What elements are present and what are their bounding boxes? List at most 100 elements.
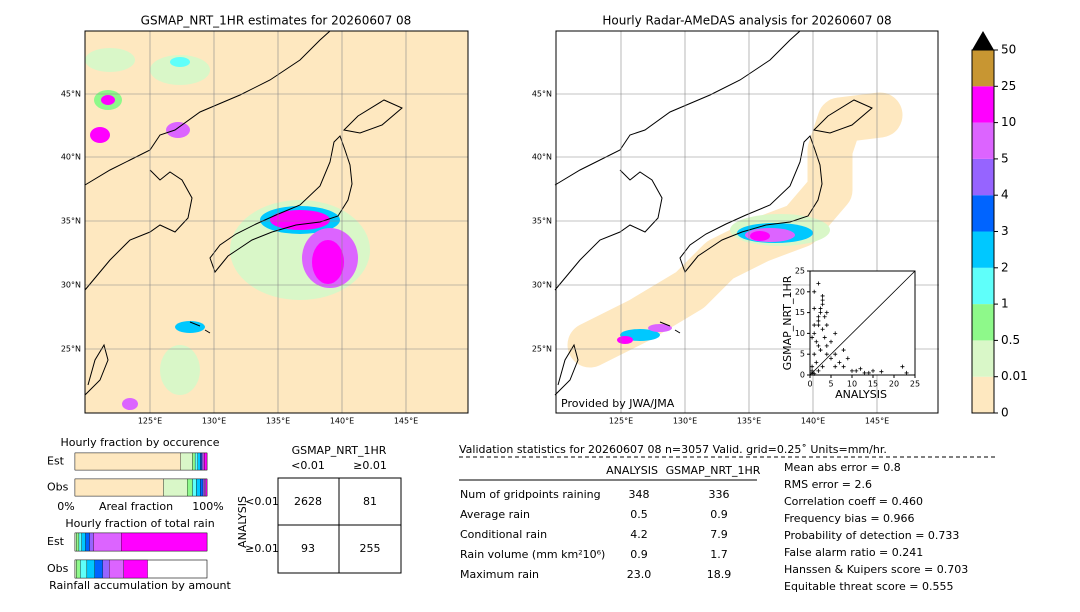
scatter-point bbox=[822, 335, 827, 340]
bar-segment bbox=[74, 532, 77, 552]
cell: 255 bbox=[360, 542, 381, 555]
scatter-point bbox=[833, 352, 838, 357]
bar-segment bbox=[109, 559, 124, 579]
score: RMS error = 2.6 bbox=[784, 478, 872, 491]
colorbar-label: 10 bbox=[1001, 115, 1016, 129]
scatter-point bbox=[879, 369, 884, 374]
scatter-point bbox=[816, 323, 821, 328]
scatter-point bbox=[866, 370, 871, 375]
lon-label: 140°E bbox=[330, 417, 354, 426]
scatter-point bbox=[854, 368, 859, 373]
lon-label: 140°E bbox=[801, 417, 825, 426]
scatter-point bbox=[816, 281, 821, 286]
row-header: ≥0.01 bbox=[245, 542, 279, 555]
scatter-point bbox=[837, 360, 842, 365]
contingency-table: GSMAP_NRT_1HR <0.01 ≥0.01 ANALYSIS <0.01… bbox=[236, 444, 402, 574]
bar-segment bbox=[202, 452, 205, 471]
rain-field bbox=[567, 92, 903, 368]
bar-segment bbox=[76, 532, 80, 552]
scatter-point bbox=[818, 306, 823, 311]
map-credit: Provided by JWA/JMA bbox=[561, 397, 675, 410]
scatter-point bbox=[841, 364, 846, 369]
y-tick-label: 20 bbox=[795, 287, 805, 296]
scatter-point bbox=[833, 331, 838, 336]
scatter-point bbox=[850, 368, 854, 373]
x-tick-label: 20 bbox=[889, 380, 899, 389]
colorbar-label: 25 bbox=[1001, 79, 1016, 93]
scatter-point bbox=[816, 368, 821, 373]
colorbar-segment bbox=[972, 231, 994, 268]
lon-label: 135°E bbox=[737, 417, 761, 426]
scatter-point bbox=[833, 364, 838, 369]
scatter-point bbox=[816, 343, 821, 348]
score: Correlation coeff = 0.460 bbox=[784, 495, 923, 508]
bar-segment bbox=[192, 478, 197, 497]
colorbar-label: 2 bbox=[1001, 260, 1009, 274]
scatter-point bbox=[862, 370, 867, 375]
scatter-point bbox=[829, 339, 833, 344]
score: Probability of detection = 0.733 bbox=[784, 529, 959, 542]
scatter-point bbox=[824, 343, 829, 348]
cell: 93 bbox=[301, 542, 315, 555]
row-label: Maximum rain bbox=[460, 568, 539, 581]
colorbar-label: 5 bbox=[1001, 151, 1009, 165]
chart-title: Hourly fraction by occurence bbox=[61, 436, 220, 449]
lat-label: 45°N bbox=[532, 90, 552, 99]
colorbar-segment bbox=[972, 376, 994, 413]
cell: 0.9 bbox=[710, 508, 728, 521]
cell: 81 bbox=[363, 495, 377, 508]
colorbar-segment bbox=[972, 50, 994, 87]
row-label: Est bbox=[47, 535, 65, 548]
score: False alarm ratio = 0.241 bbox=[784, 546, 923, 559]
x-axis-label: ANALYSIS bbox=[835, 388, 887, 401]
col-header: ≥0.01 bbox=[353, 459, 387, 472]
bar-segment bbox=[204, 452, 208, 471]
lon-label: 145°E bbox=[394, 417, 418, 426]
lat-label: 35°N bbox=[61, 217, 81, 226]
colorbar-label: 4 bbox=[1001, 188, 1009, 202]
scatter-point bbox=[810, 335, 815, 340]
lon-label: 125°E bbox=[138, 417, 162, 426]
colorbar-segment bbox=[972, 340, 994, 377]
colorbar-segment bbox=[972, 195, 994, 232]
bar-segment bbox=[202, 478, 205, 497]
bar-segment bbox=[180, 452, 193, 471]
lon-label: 145°E bbox=[865, 417, 889, 426]
colorbar-segment bbox=[972, 267, 994, 305]
colorbar-label: 0.5 bbox=[1001, 333, 1020, 347]
scatter-point bbox=[814, 360, 819, 365]
row-title: ANALYSIS bbox=[236, 496, 249, 548]
colorbar-label: 1 bbox=[1001, 297, 1009, 311]
bar-segment bbox=[200, 478, 204, 497]
row-label: Conditional rain bbox=[460, 528, 547, 541]
bar-segment bbox=[86, 559, 95, 579]
bar-segment bbox=[197, 452, 201, 471]
row-label: Average rain bbox=[460, 508, 530, 521]
cell: 0.9 bbox=[630, 548, 648, 561]
bar-segment bbox=[187, 478, 193, 497]
y-tick-label: 25 bbox=[795, 267, 805, 276]
axis-label: 100% bbox=[192, 500, 223, 513]
bar-segment bbox=[74, 452, 181, 471]
cell: 18.9 bbox=[707, 568, 732, 581]
scatter-point bbox=[858, 366, 863, 371]
chart-footer: Rainfall accumulation by amount bbox=[49, 579, 231, 592]
colorbar: 0 0.01 0.5 1 2 3 4 5 10 25 50 bbox=[971, 31, 1028, 420]
x-tick-label: 10 bbox=[847, 380, 857, 389]
scatter-point bbox=[820, 298, 825, 303]
map-title: GSMAP_NRT_1HR estimates for 20260607 08 bbox=[141, 14, 412, 28]
scatter-point bbox=[900, 364, 905, 369]
score: Equitable threat score = 0.555 bbox=[784, 580, 953, 593]
colorbar-label: 3 bbox=[1001, 224, 1009, 238]
scatter-point bbox=[829, 356, 833, 361]
bar-segment bbox=[205, 478, 208, 497]
row-label: Obs bbox=[47, 481, 69, 494]
x-tick-label: 25 bbox=[910, 380, 920, 389]
lat-label: 35°N bbox=[532, 217, 552, 226]
y-axis-label: GSMAP_NRT_1HR bbox=[781, 275, 794, 370]
lat-label: 25°N bbox=[532, 345, 552, 354]
bar-segment bbox=[201, 452, 204, 471]
row-label: Num of gridpoints raining bbox=[460, 488, 601, 501]
scatter-point bbox=[814, 339, 819, 344]
bar-segment bbox=[200, 452, 202, 471]
